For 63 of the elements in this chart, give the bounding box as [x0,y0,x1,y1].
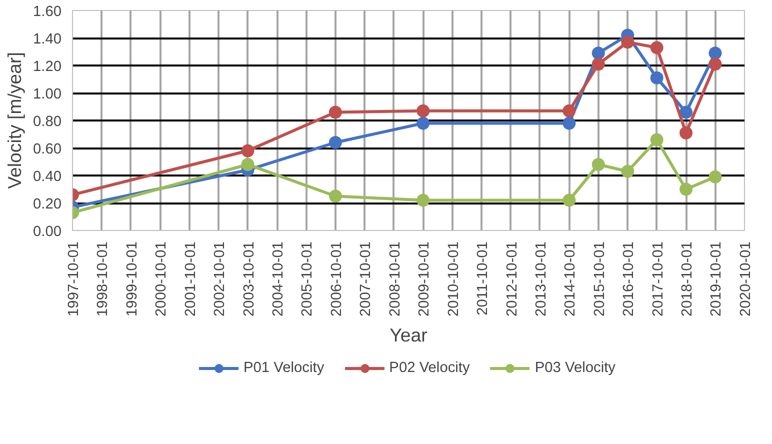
x-tick-label: 2009-10-01 [416,241,433,316]
point [650,41,664,54]
x-tick-label: 2014-10-01 [562,241,579,316]
y-tick-label: 1.20 [32,59,62,75]
x-tick-label: 2006-10-01 [328,241,345,316]
y-tick-label: 1.40 [32,32,62,48]
x-axis-title: Year [390,324,428,346]
y-tick-label: 0.40 [32,169,62,185]
y-axis-title: Velocity [m/year] [4,52,25,189]
point [416,104,430,118]
x-tick-label: 1997-10-01 [66,241,82,316]
x-tick-label: 2001-10-01 [182,241,199,316]
y-tick-label: 1.60 [32,4,62,20]
point [621,164,634,178]
point [562,104,576,118]
x-tick-label: 2003-10-01 [241,241,258,316]
x-tick-label: 2019-10-01 [708,241,725,316]
point [562,194,576,207]
point [708,58,722,71]
point [650,133,664,146]
y-tick-label: 0.20 [32,196,62,212]
point [592,158,605,171]
point [708,46,722,60]
y-tick-label: 0.60 [32,142,62,158]
point [416,116,430,130]
point [650,71,664,84]
x-tick-label: 2016-10-01 [621,241,638,316]
legend-label: P02 Velocity [389,360,470,376]
point [592,46,605,60]
y-tick-label: 0.80 [32,114,62,130]
point [562,116,576,130]
x-tick-label: 2011-10-01 [474,241,491,316]
point [680,182,693,196]
legend-label: P01 Velocity [243,360,324,376]
point [680,106,693,119]
point [592,58,605,71]
point [416,194,430,207]
x-tick-label: 2020-10-01 [738,241,754,316]
x-tick-label: 2007-10-01 [358,241,374,316]
legend-label: P03 Velocity [534,360,616,376]
x-tick-label: 2004-10-01 [270,241,287,316]
x-tick-label: 2008-10-01 [387,241,404,316]
point [328,190,342,203]
point [241,144,254,158]
x-tick-label: 2017-10-01 [650,241,666,316]
y-tick-label: 1.00 [32,86,62,102]
x-tick-label: 2013-10-01 [533,241,550,316]
point [708,170,722,184]
x-tick-label: 1999-10-01 [124,241,140,316]
point [680,126,693,140]
point [328,106,342,119]
point [241,158,254,171]
x-tick-label: 2000-10-01 [154,241,170,316]
y-tick-label: 0.00 [32,224,62,240]
x-tick-label: 1998-10-01 [95,241,112,316]
x-tick-label: 2012-10-01 [504,241,520,316]
x-tick-label: 2010-10-01 [446,241,462,316]
point [621,36,634,49]
x-tick-label: 2018-10-01 [680,241,696,316]
x-tick-label: 2005-10-01 [300,241,316,316]
x-tick-label: 2002-10-01 [212,241,228,316]
x-tick-label: 2015-10-01 [592,241,608,316]
point [328,136,342,149]
